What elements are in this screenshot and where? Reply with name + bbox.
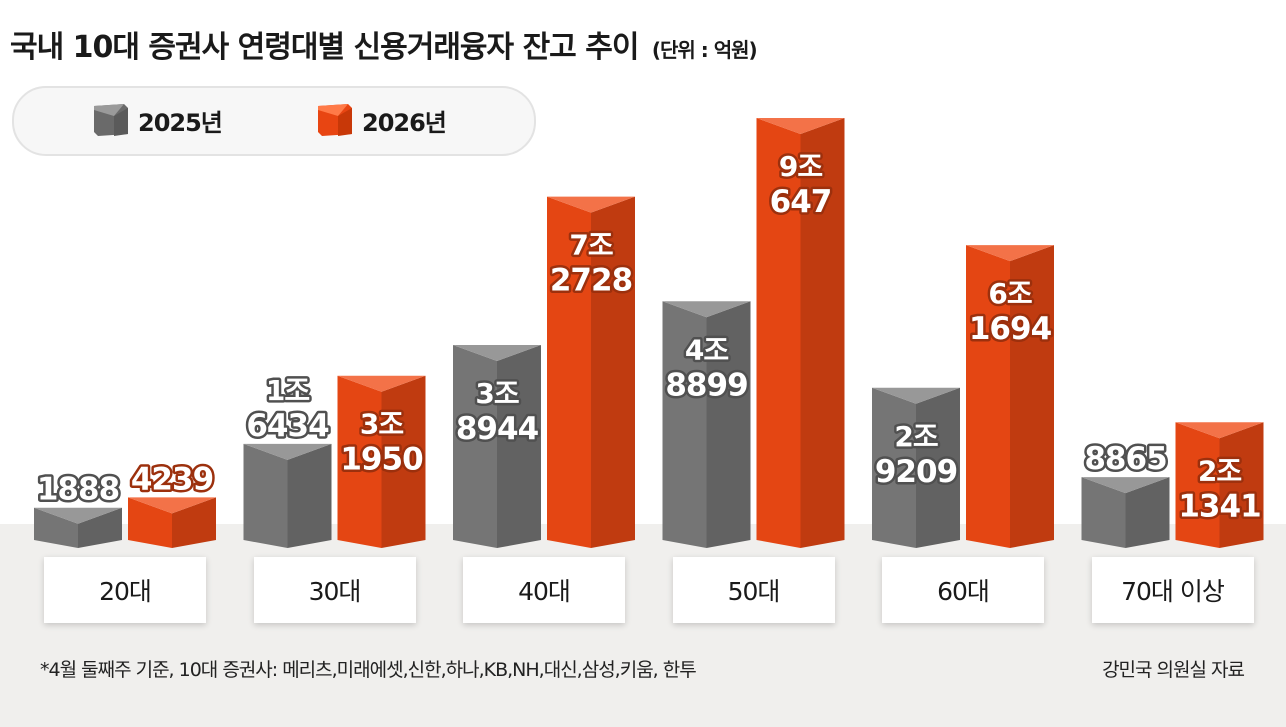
category-label-5: 60대 [882,557,1044,623]
category-label-4: 50대 [672,557,835,623]
data-label-2025-3-2: 8944 [456,411,539,447]
data-label-2026-3-1: 7조 [569,229,612,262]
bar-2025-3 [453,345,541,548]
bar-2025-5 [872,387,960,548]
data-label-2025-6-1: 8865 [1084,441,1166,477]
data-label-2025-3-1: 3조 [475,377,518,410]
legend-label-2025: 2025년 [138,108,223,137]
data-label-2026-4-2: 647 [770,184,832,220]
source-note: 강민국 의원실 자료 [1102,659,1245,681]
data-label-2025-1-1: 1888 [37,472,119,508]
bar-2026-2 [337,375,426,548]
chart-title: 국내 10대 증권사 연령대별 신용거래융자 잔고 추이 (단위 : 억원) [10,22,758,66]
data-label-2025-4-1: 4조 [685,333,728,366]
legend-item-2025: 2025년 [92,102,223,138]
bar-2026-5 [966,245,1054,548]
chart-title-text: 국내 10대 증권사 연령대별 신용거래융자 잔고 추이 [10,30,639,65]
bar-2026-4 [756,118,845,548]
data-label-2025-4-2: 8899 [665,367,747,403]
data-label-2026-2-2: 1950 [340,442,423,478]
legend-swatch-2025 [94,104,128,136]
data-label-2026-1-1: 4239 [131,461,213,497]
bar-2026-6 [1175,422,1264,548]
legend-label-2026: 2026년 [362,108,447,137]
bar-2026-1 [128,497,216,548]
data-label-2026-3-2: 2728 [550,263,632,299]
data-label-2026-5-1: 6조 [988,277,1031,310]
category-label-1: 20대 [44,557,206,623]
category-label-6: 70대 이상 [1091,557,1254,623]
bar-2025-4 [662,301,751,548]
bar-2026-3 [547,196,635,548]
data-label-2025-5-1: 2조 [894,420,937,453]
footnote: *4월 둘째주 기준, 10대 증권사: 메리츠,미래에셋,신한,하나,KB,N… [40,659,697,681]
data-label-2026-5-2: 1694 [969,311,1052,347]
data-label-2025-2-2: 6434 [246,408,329,444]
data-label-2025-5-2: 9209 [875,454,957,490]
legend: 2025년 2026년 [12,86,536,156]
data-label-2026-6-2: 1341 [1178,488,1260,524]
data-label-2026-6-1: 2조 [1198,454,1241,487]
data-label-2026-2-1: 3조 [360,408,403,441]
bar-2025-1 [34,507,122,548]
data-label-2026-4-1: 9조 [779,150,822,183]
bar-2025-6 [1081,477,1170,548]
unit-note: (단위 : 억원) [651,38,758,62]
category-label-3: 40대 [463,557,625,623]
data-label-2025-2-1: 1조 [266,374,309,407]
floor-band [0,524,1286,727]
bar-2025-2 [243,443,332,548]
legend-item-2026: 2026년 [316,102,447,138]
legend-swatch-2026 [318,104,352,136]
category-label-2: 30대 [253,557,416,623]
